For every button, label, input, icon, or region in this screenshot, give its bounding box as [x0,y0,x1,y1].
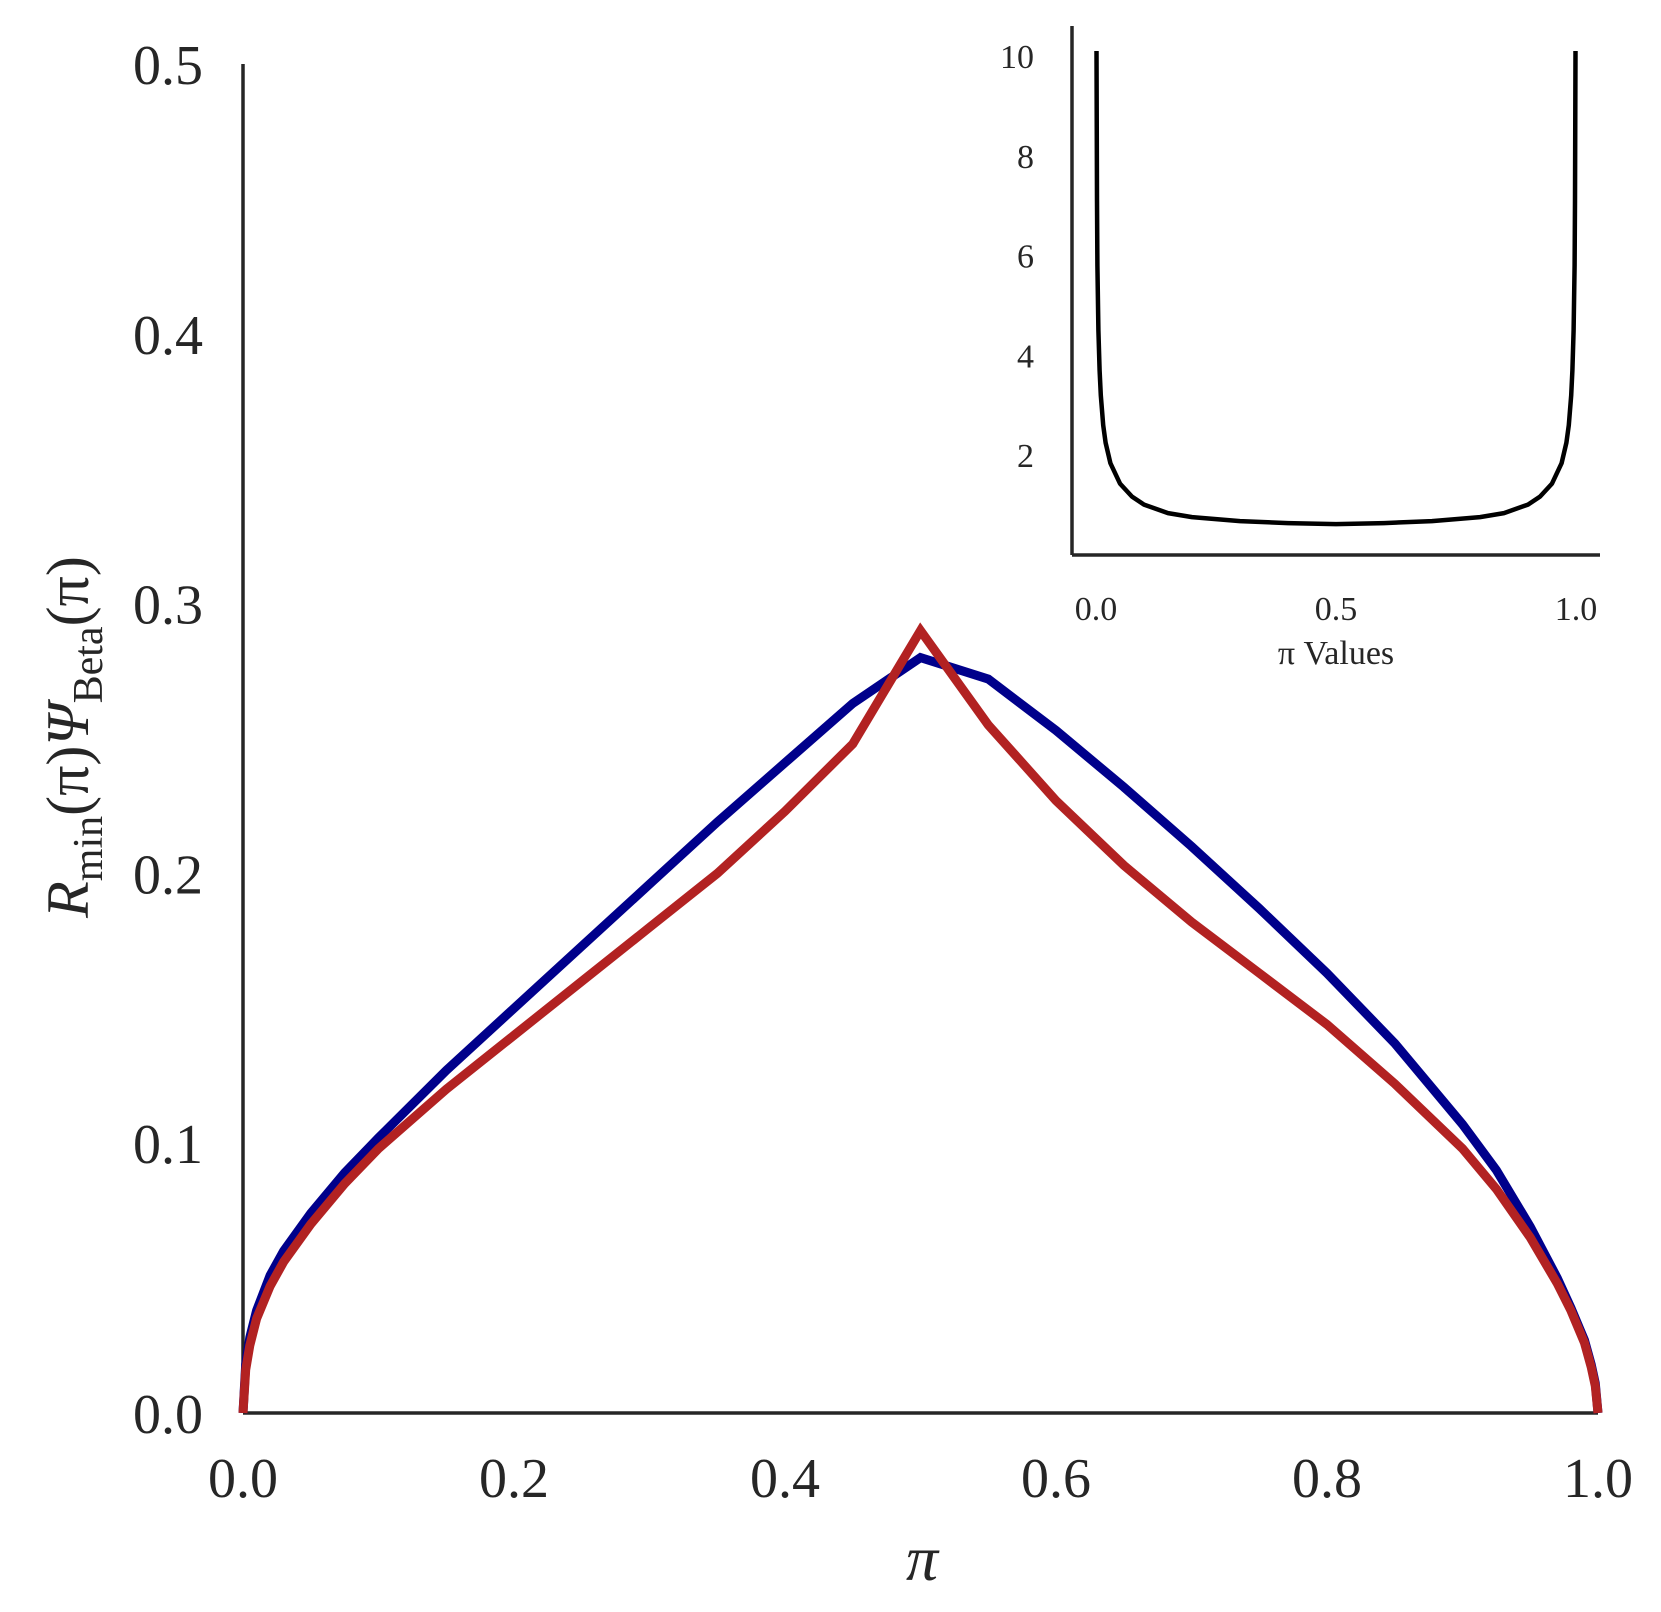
main-y-tick-label-3: 0.3 [133,575,203,637]
main-x-axis-label: π [906,1523,940,1594]
ylabel-r-arg: (π) [35,746,101,816]
inset-y-tick-label-0: 2 [1017,438,1034,475]
inset-x-tick-label-2: 1.0 [1555,591,1598,628]
ylabel-psi-arg: (π) [35,556,101,626]
inset-y-tick-label-3: 8 [1017,139,1034,176]
main-axes: 0.0 0.2 0.4 0.6 0.8 1.0 0.0 0.1 0.2 0.3 0.4 0.5 π … [35,35,1633,1594]
main-series-lines [238,622,1603,1414]
inset-y-tick-labels: 2 4 6 8 10 [1000,39,1034,475]
main-series-line-0 [238,652,1603,1414]
ylabel-r-subscript: min [66,816,112,881]
inset-x-tick-label-1: 0.5 [1315,591,1358,628]
inset-x-tick-label-0: 0.0 [1075,591,1118,628]
inset-y-tick-label-4: 10 [1000,39,1034,76]
main-y-tick-label-4: 0.4 [133,305,203,367]
ylabel-psi-subscript: Beta [66,626,112,703]
main-x-tick-label-2: 0.4 [750,1448,820,1510]
inset-series-line-0 [1094,50,1578,527]
inset-y-tick-label-2: 6 [1017,239,1034,276]
main-x-tick-label-3: 0.6 [1021,1448,1091,1510]
main-x-tick-label-1: 0.2 [479,1448,549,1510]
inset-y-tick-label-1: 4 [1017,338,1034,375]
main-x-tick-label-4: 0.8 [1292,1448,1362,1510]
main-y-tick-labels: 0.0 0.1 0.2 0.3 0.4 0.5 [133,35,203,1446]
main-series-line-1 [238,622,1603,1414]
inset-x-tick-labels: 0.0 0.5 1.0 [1075,591,1598,628]
ylabel-r: R [35,881,101,919]
main-y-tick-label-5: 0.5 [133,35,203,97]
inset-series-lines [1094,50,1578,527]
main-x-tick-label-0: 0.0 [208,1448,278,1510]
main-y-tick-label-2: 0.2 [133,844,203,906]
main-x-tick-labels: 0.0 0.2 0.4 0.6 0.8 1.0 [208,1448,1633,1510]
main-y-tick-label-0: 0.0 [133,1384,203,1446]
main-y-tick-label-1: 0.1 [133,1114,203,1176]
ylabel-psi: Ψ [35,699,101,746]
inset-axes: 0.0 0.5 1.0 2 4 6 8 10 π Values [1000,26,1600,672]
inset-x-axis-label: π Values [1278,635,1394,672]
main-y-axis-label: Rmin(π)ΨBeta(π) [35,556,112,919]
main-x-tick-label-5: 1.0 [1563,1448,1633,1510]
